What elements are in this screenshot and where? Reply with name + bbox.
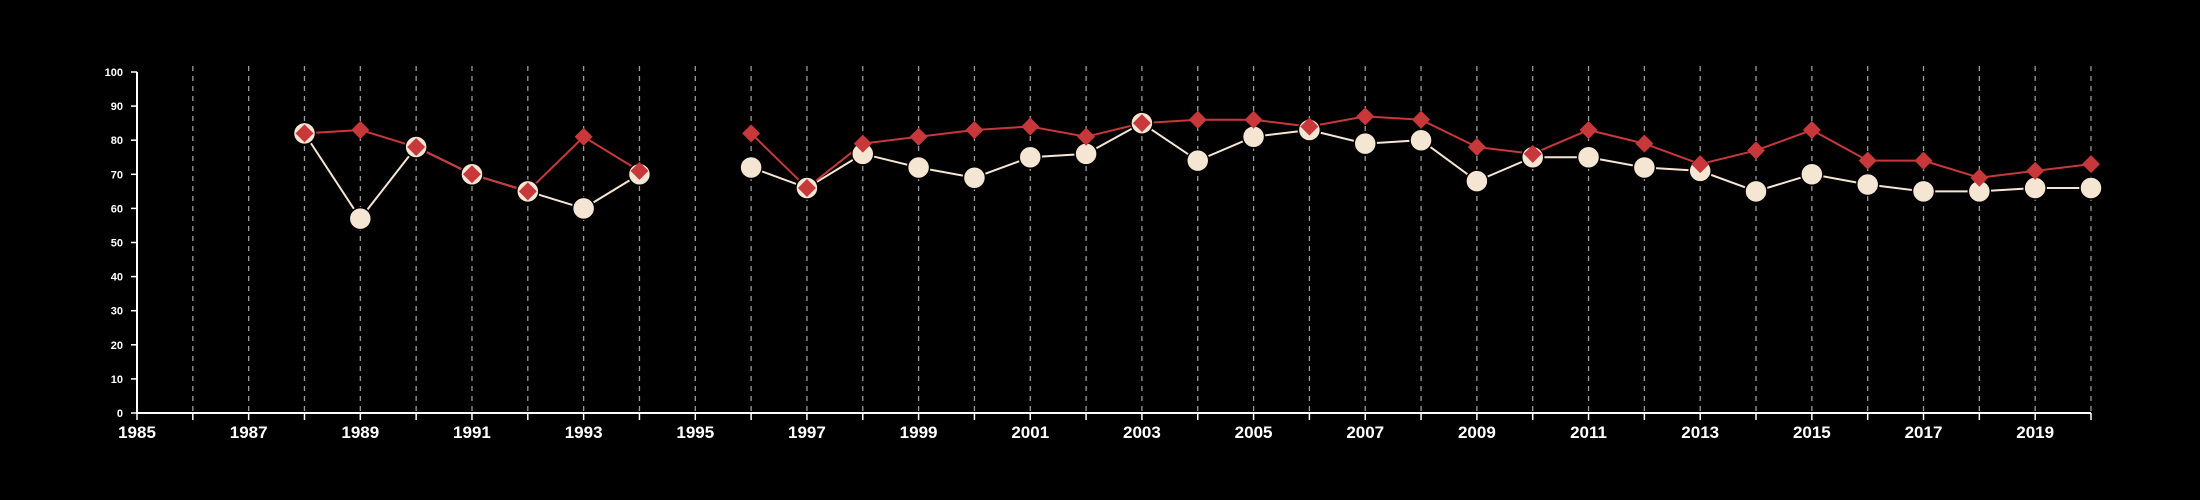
red-series-point: [1691, 155, 1710, 174]
x-tick-label: 1999: [900, 423, 938, 442]
x-tick-label: 1989: [341, 423, 379, 442]
series-layer: [292, 107, 2103, 231]
cream-series-point: [1465, 169, 1489, 193]
red-series-point: [742, 124, 761, 143]
red-series-point: [1802, 120, 1821, 139]
cream-series-point: [2023, 176, 2047, 200]
red-series-point: [1356, 107, 1375, 126]
red-series-point: [1412, 110, 1431, 129]
x-tick-label: 2001: [1011, 423, 1049, 442]
cream-series-point: [1576, 145, 1601, 169]
cream-series-point: [1353, 131, 1377, 156]
red-series-point: [1635, 134, 1654, 153]
red-series-point: [797, 178, 816, 197]
red-series-point: [1021, 117, 1040, 136]
red-series-point: [407, 138, 426, 157]
x-tick-label: 2005: [1235, 423, 1273, 442]
y-tick-label: 100: [105, 67, 123, 79]
red-series-point: [1970, 168, 1989, 187]
red-series-point: [2026, 161, 2045, 180]
red-series-point: [1523, 144, 1542, 163]
x-tick-label: 1993: [565, 423, 603, 442]
red-series-point: [1467, 138, 1486, 157]
y-tick-label: 0: [117, 408, 123, 420]
red-series-point: [1132, 114, 1151, 133]
red-series-point: [1300, 117, 1319, 136]
red-series-point: [965, 120, 984, 139]
x-tick-label: 1991: [453, 423, 491, 442]
vertical-grid: [192, 66, 2092, 413]
cream-series-point: [739, 155, 763, 180]
red-series-point: [1077, 127, 1096, 146]
red-series-point: [351, 120, 370, 139]
x-tick-label: 2007: [1346, 423, 1384, 442]
red-series-point: [574, 127, 593, 146]
cream-series-point: [1632, 155, 1657, 180]
cream-series-point: [1409, 128, 1433, 152]
red-series-point: [295, 124, 314, 143]
cream-series-point: [1018, 145, 1043, 169]
y-tick-label: 50: [111, 238, 123, 250]
x-tick-label: 1995: [676, 423, 714, 442]
cream-series-point: [2079, 176, 2103, 200]
cream-series-point: [348, 206, 373, 231]
x-tick-label: 1987: [230, 423, 268, 442]
red-series-point: [518, 182, 537, 201]
y-tick-label: 60: [111, 203, 123, 215]
x-tick-label: 2015: [1793, 423, 1831, 442]
x-tick-label: 1985: [118, 423, 156, 442]
y-tick-label: 70: [111, 169, 123, 181]
y-tick-label: 80: [111, 135, 123, 147]
y-tick-label: 10: [111, 374, 123, 386]
red-series-point: [1858, 151, 1877, 170]
x-tick-label: 2017: [1905, 423, 1943, 442]
red-series-point: [462, 165, 481, 184]
red-series-point: [1244, 110, 1263, 129]
y-tick-label: 40: [111, 272, 123, 284]
cream-series-point: [1185, 148, 1210, 173]
cream-series-point: [906, 155, 931, 180]
x-tick-label: 2009: [1458, 423, 1496, 442]
red-series-point: [1914, 151, 1933, 170]
red-series-point: [909, 127, 928, 146]
cream-series-point: [1911, 179, 1936, 204]
red-series-point: [630, 161, 649, 180]
red-series-point: [1747, 141, 1766, 160]
cream-series-point: [1855, 172, 1880, 197]
x-tick-label: 2013: [1681, 423, 1719, 442]
y-tick-label: 90: [111, 101, 123, 113]
red-series-point: [1188, 110, 1207, 129]
x-tick-label: 2011: [1570, 423, 1607, 442]
x-tick-label: 2019: [2016, 423, 2054, 442]
cream-series-point: [1800, 162, 1824, 187]
y-tick-label: 20: [111, 340, 123, 352]
cream-series-point: [571, 196, 596, 221]
red-series-point: [2082, 155, 2100, 174]
x-tick-label: 2003: [1123, 423, 1161, 442]
red-series-point: [1579, 120, 1598, 139]
cream-series-point: [1744, 179, 1768, 204]
cream-series-point: [1241, 125, 1266, 149]
axes: 0 10 20 30 40 50 60 70 80 90 100 1985 1987 1989 1991 19…: [105, 67, 2092, 442]
cream-series-point: [1074, 142, 1098, 166]
x-tick-label: 1997: [788, 423, 826, 442]
y-tick-label: 30: [111, 306, 123, 318]
red-series-point: [853, 134, 872, 153]
cream-series-point: [962, 165, 987, 190]
